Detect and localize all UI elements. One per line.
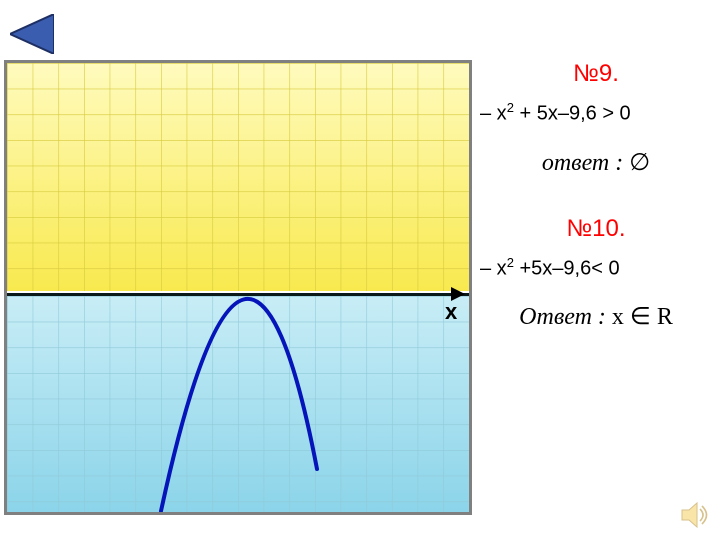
task-10-answer: Ответ : x ∈ R	[480, 302, 712, 331]
back-button[interactable]	[10, 14, 54, 54]
x-axis-label: x	[445, 299, 457, 325]
task-9-title: №9.	[480, 60, 712, 88]
upper-zone	[7, 63, 469, 293]
tasks-panel: №9. – x2 + 5x–9,6 > 0 ответ : ∅ №10. – x…	[480, 60, 712, 369]
chart-area: x y = – x2 + 5x –9,6	[4, 60, 472, 515]
lower-zone	[7, 293, 469, 512]
task-10-title: №10.	[480, 215, 712, 243]
task-9-answer: ответ : ∅	[480, 148, 712, 177]
sound-icon[interactable]	[680, 500, 710, 530]
task-9-inequality: – x2 + 5x–9,6 > 0	[480, 100, 712, 126]
task-10-inequality: – x2 +5x–9,6< 0	[480, 255, 712, 281]
